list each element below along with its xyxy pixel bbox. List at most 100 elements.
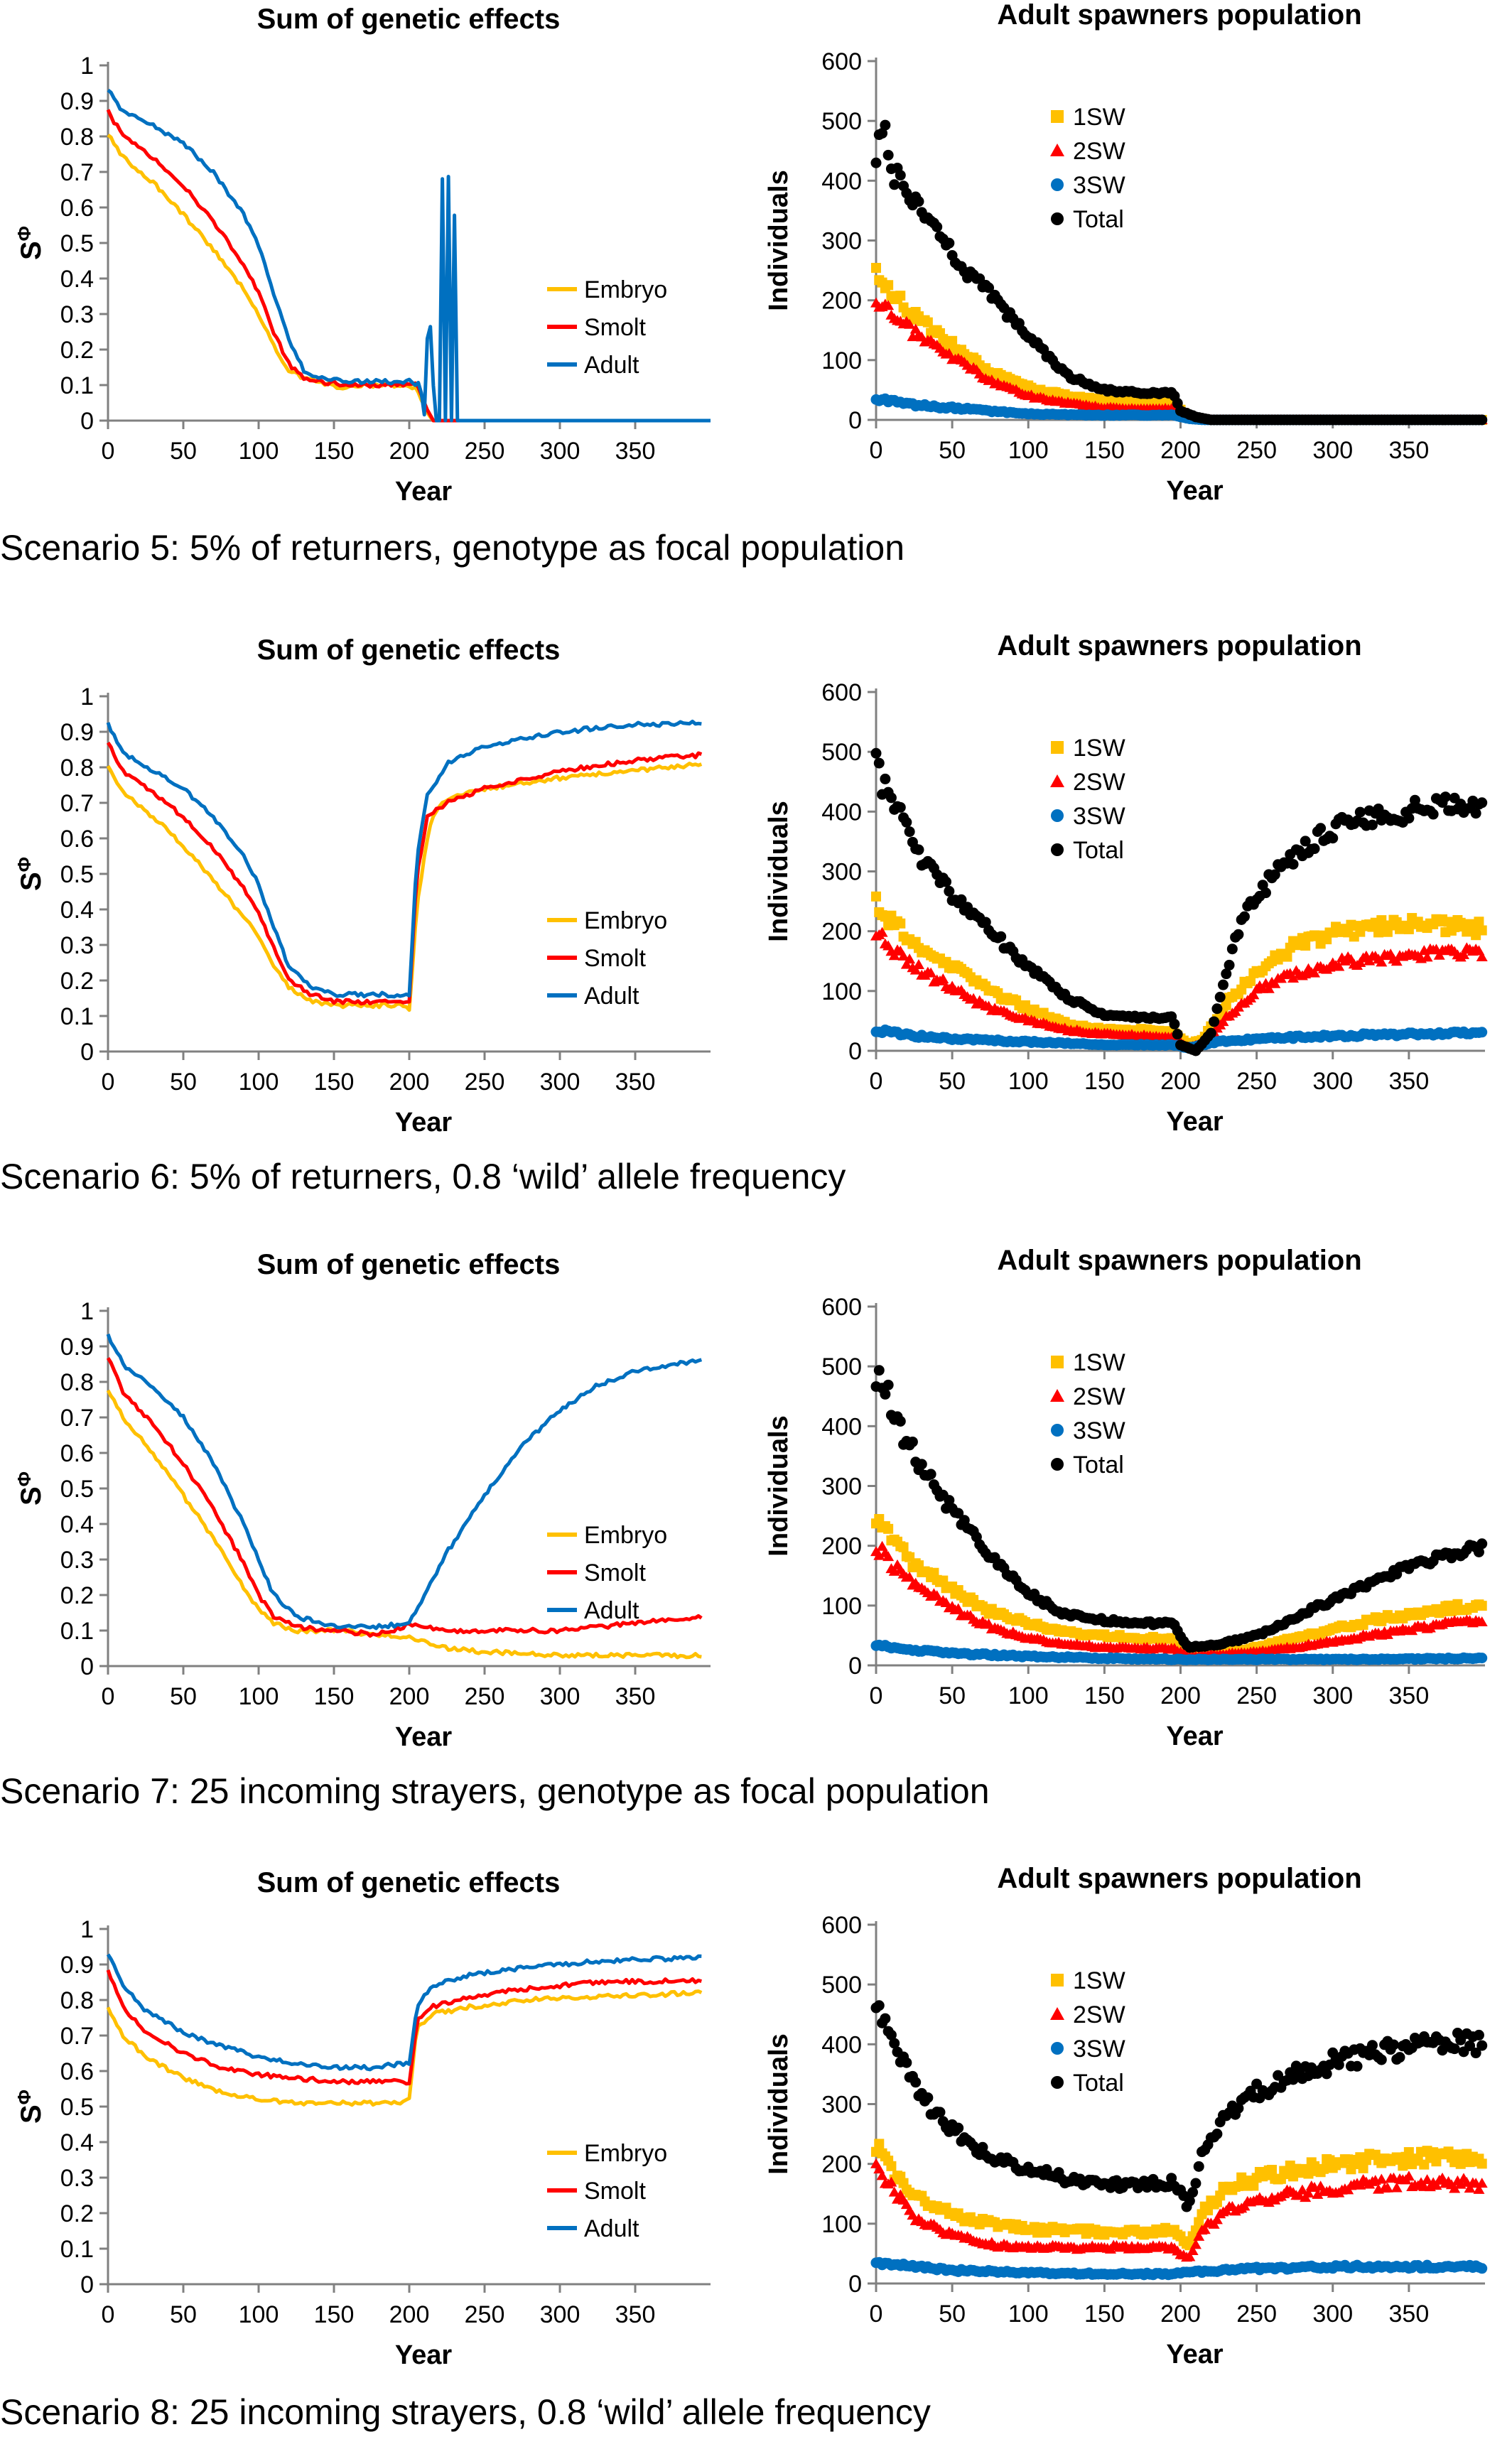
legend-label: Total [1073,206,1124,233]
x-tick-label: 200 [1160,1682,1201,1709]
y-tick-label: 0 [80,1653,94,1680]
x-tick-label: 100 [239,1069,279,1096]
x-axis-label: Year [395,1108,453,1137]
data-point-total [880,1388,891,1400]
data-point-1sw [1474,917,1484,927]
x-tick-label: 300 [1312,1068,1353,1095]
data-point-total [910,2077,922,2088]
legend-marker [1051,1356,1064,1368]
y-tick-label: 0 [848,2271,862,2298]
y-tick-label: 400 [821,2031,862,2058]
data-point-2sw [912,958,924,969]
data-point-2sw [1293,2190,1305,2200]
y-tick-label: 300 [821,1474,862,1501]
legend-marker [1050,774,1064,787]
data-point-total [882,1379,894,1390]
scenario-8-caption: Scenario 8: 25 incoming strayers, 0.8 ‘w… [0,2392,931,2432]
x-tick-label: 150 [314,1683,355,1710]
data-point-2sw [1476,1616,1488,1627]
data-point-2sw [1296,2184,1308,2195]
data-point-total [1440,791,1451,803]
series-line [106,719,702,999]
data-point-total [880,2013,891,2024]
scenario-7-caption: Scenario 7: 25 incoming strayers, genoty… [0,1771,990,1811]
data-point-2sw [1421,951,1433,962]
data-point-total [1193,2161,1204,2172]
x-tick-label: 350 [615,438,656,465]
data-point-total [1224,959,1235,971]
y-tick-label: 0.1 [60,1003,94,1030]
x-tick-label: 200 [389,1069,430,1096]
y-tick-label: 1 [80,53,94,80]
y-tick-label: 0.4 [60,2129,94,2156]
y-tick-label: 200 [821,919,862,946]
scenario-5-caption: Scenario 5: 5% of returners, genotype as… [0,528,905,568]
data-point-2sw [1376,2173,1388,2184]
x-tick-label: 50 [939,437,966,464]
x-tick-label: 350 [1389,437,1430,464]
data-point-3sw [1476,1653,1488,1664]
data-point-1sw [1246,975,1256,986]
data-point-total [1190,2178,1202,2189]
x-tick-label: 200 [389,438,430,465]
y-tick-label: 0 [848,1653,862,1680]
data-point-2sw [882,300,895,310]
data-point-total [1309,843,1320,855]
y-tick-label: 500 [821,108,862,135]
data-point-total [925,1469,936,1480]
data-point-2sw [876,926,888,937]
x-tick-label: 250 [1236,1682,1277,1709]
chart-panel: Sum of genetic effects 0 0.1 0.2 0.3 0.4 0.5 0.… [14,1249,711,1752]
y-tick-label: 0.9 [60,1952,94,1979]
x-tick-label: 350 [1389,1682,1430,1709]
x-tick-label: 50 [170,2301,197,2328]
data-point-total [1238,911,1250,922]
x-tick-label: 250 [1236,437,1277,464]
legend-marker [1051,2042,1064,2055]
legend-label: Smolt [584,2178,646,2205]
x-tick-label: 300 [540,2301,580,2328]
y-tick-label: 0.3 [60,1547,94,1574]
data-point-1sw [1303,2168,1314,2179]
data-point-total [1333,2059,1344,2070]
y-tick-label: 400 [821,168,862,195]
data-point-1sw [1194,2217,1204,2227]
data-point-total [944,237,955,249]
data-point-total [1473,2029,1484,2041]
y-tick-label: 600 [821,48,862,75]
x-tick-label: 100 [239,1683,279,1710]
data-point-1sw [1455,2158,1466,2169]
legend-label: 1SW [1073,735,1125,762]
data-point-2sw [1248,989,1260,1000]
data-point-total [913,196,924,207]
x-axis-label: Year [395,477,453,507]
data-point-2sw [1476,2178,1488,2188]
x-tick-label: 250 [1236,2301,1277,2328]
data-point-total [901,816,912,828]
data-point-total [1211,1003,1223,1015]
data-point-total [944,1495,955,1506]
chart-title: Adult spawners population [997,0,1361,31]
y-axis-label: Individuals [764,801,794,941]
y-tick-label: 1 [80,683,94,710]
data-point-total [1211,2129,1223,2140]
y-tick-label: 300 [821,859,862,886]
x-tick-label: 0 [870,437,883,464]
data-point-3sw [1476,2263,1488,2274]
data-point-1sw [1267,2164,1278,2175]
legend-marker [1050,144,1064,156]
data-point-total [1476,414,1488,426]
data-point-total [1476,1538,1488,1550]
y-tick-label: 0 [80,1039,94,1066]
data-point-1sw [1221,1000,1231,1010]
x-tick-label: 50 [170,1069,197,1096]
y-tick-label: 100 [821,347,862,374]
data-point-total [895,801,906,813]
x-tick-label: 50 [170,1683,197,1710]
series-line [106,741,703,1006]
data-point-total [1287,858,1299,870]
data-point-total [995,931,1007,942]
x-tick-label: 150 [1084,2301,1125,2328]
x-tick-label: 300 [1312,2301,1353,2328]
